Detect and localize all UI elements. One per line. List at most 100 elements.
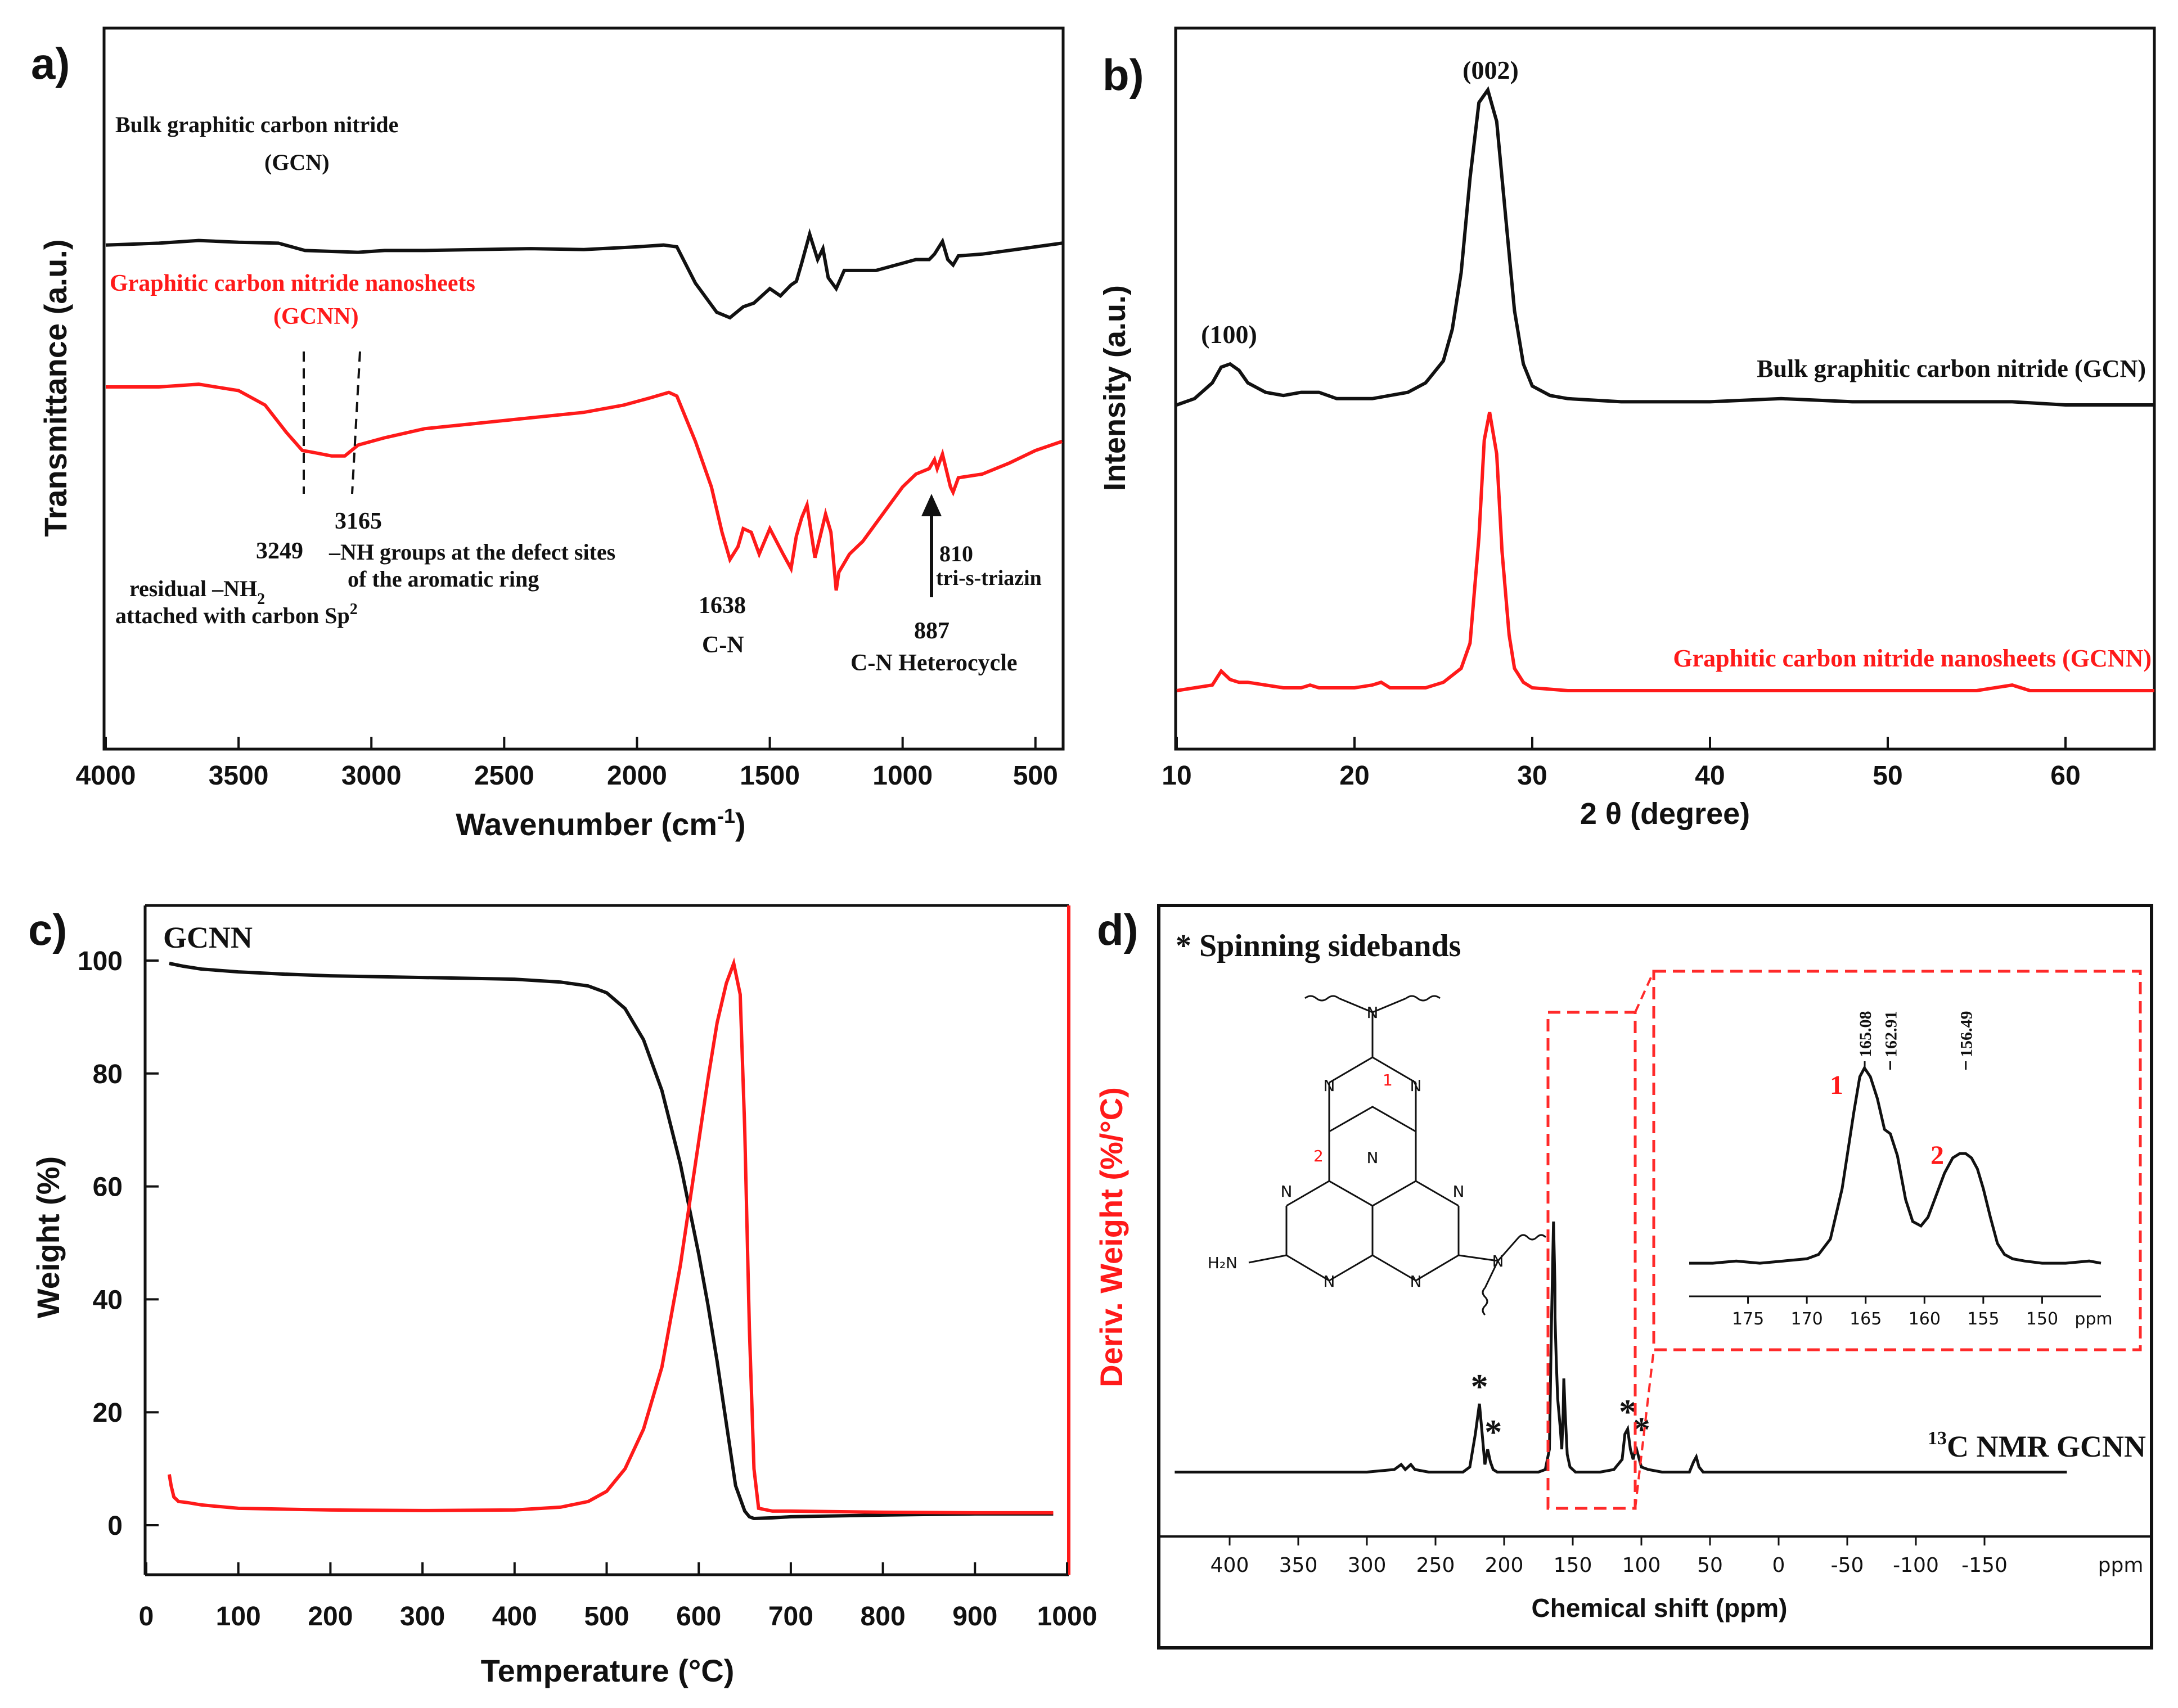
panel-d-sideband-star: * [1471, 1368, 1488, 1406]
panel-c-x-ticks [145, 1562, 1068, 1575]
panel-d-zoom-connector-bottom [1634, 1349, 1655, 1509]
panel-d-x-tick-label: 400 [1210, 1554, 1249, 1577]
panel-c-x-tick-label: 0 [139, 1602, 154, 1632]
panel-b-x-tick-label: 20 [1339, 761, 1369, 791]
panel-c-ylabel: Weight (%) [30, 1156, 66, 1318]
panel-c-y-ticks [145, 959, 159, 1526]
panel-b-gcn-line [1176, 86, 2154, 407]
panel-a-887-arrowhead-icon [921, 494, 942, 516]
atom-n: N [1324, 1272, 1335, 1291]
panel-d-x-tick-label: ppm [2098, 1554, 2144, 1577]
panel-d-x-tick-label: 150 [1554, 1554, 1592, 1577]
panel-a-ylabel: Transmittance (a.u.) [38, 239, 73, 537]
panel-c: c) 0 100 200 300 400 500 600 700 800 900 1000 0 20 4… [28, 904, 1129, 1688]
panel-a-x-tick-label: 500 [1013, 761, 1058, 791]
atom-nh2: H₂N [1208, 1254, 1238, 1272]
panel-c-x-tick-label: 1000 [1037, 1602, 1097, 1632]
panel-a-gcnn-line [106, 382, 1063, 591]
atom-n: N [1324, 1076, 1335, 1095]
panel-b-x-tick-label: 50 [1873, 761, 1902, 791]
panel-b-ylabel: Intensity (a.u.) [1098, 285, 1132, 491]
panel-c-x-tick-label: 600 [676, 1602, 721, 1632]
panel-d-zoom-connector-top [1634, 971, 1655, 1013]
panel-d-inset-peak-value: 162.91 [1882, 1011, 1900, 1058]
panel-a-3249: 3249 [256, 538, 303, 564]
panel-b-x-ticks [1176, 737, 2067, 749]
panel-a-gcn-legend-2: (GCN) [264, 150, 330, 175]
panel-b-peak-100: (100) [1201, 320, 1257, 349]
panel-a-x-tick-label: 1500 [740, 761, 800, 791]
panel-b-peak-002: (002) [1462, 56, 1519, 84]
carbon-1-label: 1 [1383, 1071, 1393, 1089]
panel-c-weight-line [169, 962, 1054, 1521]
panel-d-x-tick-label: 100 [1622, 1554, 1661, 1577]
panel-a-gcn-line [105, 228, 1063, 320]
panel-a-gcnn-legend-2: (GCNN) [273, 304, 359, 330]
panel-d-x-tick-label: -50 [1831, 1554, 1864, 1577]
panel-d-x-tick-label: 0 [1772, 1554, 1785, 1577]
panel-a-triazin: tri-s-triazin [936, 566, 1042, 590]
panel-a-1638: 1638 [699, 593, 746, 619]
panel-d-x-tick-label: 250 [1416, 1554, 1455, 1577]
panel-a-residual-1: residual –NH2 [129, 576, 265, 608]
panel-d-inset-peak-markers: 165.08 162.91 156.49 [1856, 1011, 1976, 1070]
panel-b-x-tick-label: 40 [1695, 761, 1725, 791]
panel-d-series-label: 13C NMR GCNN [1928, 1428, 2146, 1463]
panel-c-x-tick-label: 800 [861, 1602, 906, 1632]
heptazine-atom-labels: N N N N N N N N N H₂N 1 2 [1208, 1003, 1504, 1291]
panel-d-nmr-line [1174, 1221, 2067, 1473]
atom-n: N [1367, 1003, 1379, 1022]
atom-n: N [1410, 1076, 1422, 1095]
panel-c-y-tick-label: 80 [93, 1060, 123, 1089]
panel-c-x-tick-label: 300 [400, 1602, 445, 1632]
panel-a-gcn-legend: Bulk graphitic carbon nitride [115, 112, 398, 137]
panel-c-y-tick-label: 20 [93, 1398, 123, 1428]
panel-c-y-tick-label: 60 [93, 1173, 123, 1202]
panel-d-x-tick-label: -150 [1961, 1554, 2008, 1577]
panel-d: d) 400 350 300 250 200 150 100 50 0 -50 -100 -150 pp… [1097, 904, 2153, 1650]
panel-b-x-tick-label: 10 [1162, 761, 1191, 791]
panel-d-x-tick-label: -100 [1893, 1554, 1939, 1577]
panel-d-inset-x-ticks [1747, 1296, 2043, 1304]
panel-d-x-tick-label: 200 [1485, 1554, 1524, 1577]
panel-b-gcn-legend: Bulk graphitic carbon nitride (GCN) [1757, 355, 2146, 382]
panel-a-x-tick-label: 3500 [209, 761, 269, 791]
panel-d-x-tick-label: 350 [1279, 1554, 1318, 1577]
panel-d-zoom-box [1546, 1011, 1637, 1510]
panel-a-x-tick-label: 2500 [474, 761, 534, 791]
panel-d-label: d) [1097, 905, 1138, 954]
panel-b-gcnn-legend: Graphitic carbon nitride nanosheets (GCN… [1673, 645, 2152, 672]
panel-a-x-tick-label: 1000 [872, 761, 933, 791]
panel-a-label: a) [31, 39, 70, 88]
panel-c-x-tick-label: 900 [952, 1602, 997, 1632]
panel-c-x-tick-labels: 0 100 200 300 400 500 600 700 800 900 1000 [139, 1602, 1097, 1632]
panel-a-cn: C-N [702, 632, 744, 658]
panel-d-inset-x-tick-label: 160 [1909, 1309, 1941, 1329]
panel-d-inset-x-tick-label: 155 [1967, 1309, 1999, 1329]
panel-a-dash-3165 [351, 351, 361, 494]
panel-d-inset-peak-value: 156.49 [1958, 1011, 1976, 1058]
panel-b-xlabel: 2 θ (degree) [1580, 797, 1750, 831]
panel-c-title: GCNN [163, 921, 253, 954]
carbon-2-label: 2 [1313, 1147, 1324, 1165]
panel-a-gcnn-legend: Graphitic carbon nitride nanosheets [110, 271, 475, 296]
panel-b-frame [1174, 26, 2156, 751]
panel-a-heterocycle: C-N Heterocycle [850, 650, 1018, 676]
panel-a-887: 887 [914, 618, 950, 644]
panel-c-y2label: Deriv. Weight (%/°C) [1094, 1087, 1129, 1387]
panel-d-x-tick-labels: 400 350 300 250 200 150 100 50 0 -50 -100 -150 ppm [1210, 1554, 2144, 1577]
panel-a-xlabel: Wavenumber (cm-1) [456, 804, 745, 842]
panel-c-y-tick-label: 100 [78, 947, 123, 976]
panel-c-y-tick-label: 40 [93, 1285, 123, 1315]
panel-d-legend: * Spinning sidebands [1176, 929, 1461, 963]
atom-n: N [1281, 1182, 1293, 1201]
panel-b-gcnn-line [1176, 412, 2154, 692]
panel-c-x-tick-label: 700 [768, 1602, 813, 1632]
panel-d-inset-x-tick-label: 150 [2026, 1309, 2058, 1329]
heptazine-structure-icon [1248, 995, 1547, 1316]
panel-c-x-tick-label: 100 [216, 1602, 261, 1632]
panel-d-frame [1157, 904, 2153, 1650]
panel-d-inset-x-tick-label: 170 [1791, 1309, 1823, 1329]
panel-d-x-ticks [1228, 1536, 1986, 1545]
panel-a-nh-groups-1: –NH groups at the defect sites [328, 539, 615, 565]
